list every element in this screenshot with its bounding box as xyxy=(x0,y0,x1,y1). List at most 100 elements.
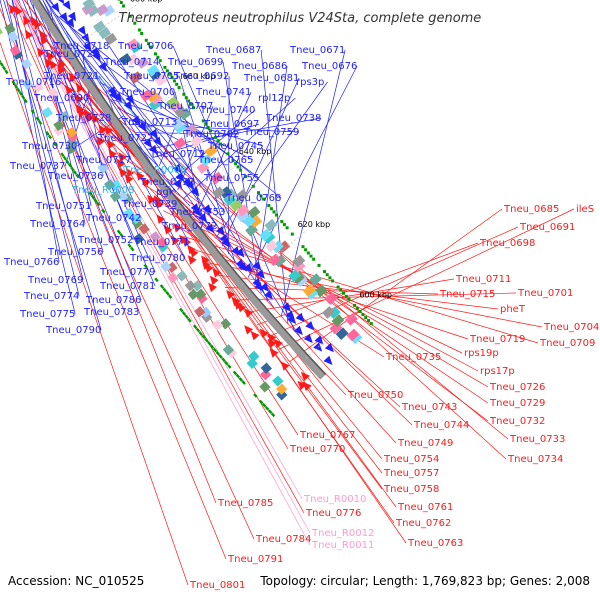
cog-dot-inner xyxy=(172,79,176,83)
reverse-leader-line xyxy=(76,90,397,444)
cog-block-outer xyxy=(21,58,33,70)
forward-gene-arrow xyxy=(314,335,324,345)
cog-dot-inner xyxy=(275,213,279,217)
reverse-leader-line xyxy=(256,242,479,326)
reverse-gene-arrow xyxy=(9,4,18,14)
cog-dot-inner xyxy=(154,52,157,56)
forward-gene-label: Tneu_0716 xyxy=(5,77,61,88)
cog-dot-inner xyxy=(201,119,205,123)
cog-block-inner xyxy=(273,254,287,268)
cog-dot-outer xyxy=(207,341,212,346)
forward-gene-label: Tneu_0742 xyxy=(85,213,141,224)
cog-dot-outer xyxy=(224,360,229,366)
reverse-gene-label: Tneu_0776 xyxy=(305,508,361,519)
forward-gene-arrow xyxy=(192,207,202,217)
forward-gene-arrow xyxy=(252,277,262,288)
cog-dot-inner xyxy=(323,270,326,274)
cog-dot-outer xyxy=(258,399,264,405)
cog-dot-outer xyxy=(201,334,206,340)
cog-block-inner xyxy=(268,253,282,267)
cog-dot-outer xyxy=(119,232,124,238)
cog-dot-inner xyxy=(144,38,148,42)
forward-gene-arrow xyxy=(92,51,101,61)
cog-block-outer xyxy=(0,25,4,37)
cog-block-inner xyxy=(259,228,272,242)
reverse-gene-label: rps19p xyxy=(464,348,499,359)
cog-dot-outer xyxy=(264,406,270,411)
reverse-leader-line xyxy=(289,208,503,362)
forward-leader-line xyxy=(129,124,300,133)
forward-gene-arrow xyxy=(323,355,333,366)
cog-dot-outer xyxy=(0,58,2,64)
reverse-gene-arrow xyxy=(209,275,219,286)
reverse-gene-arrow xyxy=(267,338,277,349)
forward-gene-label: Tneu_0790 xyxy=(45,325,101,336)
cog-block-inner xyxy=(314,284,328,298)
forward-gene-label: Tneu_0745 xyxy=(207,141,263,152)
forward-gene-arrow xyxy=(324,342,334,353)
reverse-leader-line xyxy=(13,0,217,504)
forward-gene-label: Tneu_0713 xyxy=(121,117,177,128)
forward-gene-arrow xyxy=(293,325,303,336)
reverse-gene-arrow xyxy=(244,325,254,335)
reverse-gene-label: Tneu_0704 xyxy=(543,322,599,333)
cog-dot-outer xyxy=(60,152,65,158)
cog-block-inner xyxy=(219,186,233,199)
forward-gene-label: Tneu_0759 xyxy=(243,127,299,138)
cog-block-inner xyxy=(146,64,160,77)
forward-gene-label: rps3p xyxy=(296,77,324,88)
reverse-gene-arrow xyxy=(259,328,269,338)
forward-gene-arrow xyxy=(182,177,192,187)
reverse-gene-label: rps17p xyxy=(480,366,515,377)
cog-block-outer xyxy=(222,344,235,356)
reverse-gene-arrow xyxy=(30,16,39,26)
cog-dot-outer xyxy=(45,130,50,136)
forward-gene-arrow xyxy=(205,223,215,234)
cog-dot-outer xyxy=(192,324,198,330)
kbp-tick-label: 620 kbp xyxy=(298,220,331,229)
cog-block-inner xyxy=(190,135,204,148)
cog-dot-inner xyxy=(216,139,220,143)
cog-dot-outer xyxy=(195,327,201,333)
forward-gene-label: Tneu_0686 xyxy=(231,61,287,72)
cog-block-inner xyxy=(346,328,360,342)
cog-block-outer xyxy=(149,231,161,243)
cog-dot-outer xyxy=(72,170,78,175)
forward-gene-label: Tneu_0768 xyxy=(225,193,281,204)
forward-leader-line xyxy=(18,0,140,313)
forward-gene-arrow xyxy=(303,333,313,344)
forward-leader-line xyxy=(141,137,154,142)
cog-block-outer xyxy=(184,280,196,292)
forward-gene-arrow xyxy=(231,246,241,256)
forward-gene-arrow xyxy=(282,302,292,312)
cog-dot-outer xyxy=(2,65,7,71)
cog-dot-inner xyxy=(369,322,373,326)
forward-gene-arrow xyxy=(173,179,183,189)
cog-dot-outer xyxy=(212,347,218,353)
cog-block-inner xyxy=(270,240,284,253)
reverse-gene-arrow xyxy=(153,195,163,205)
map-title: Thermoproteus neutrophilus V24Sta, compl… xyxy=(119,11,482,26)
cog-dot-inner xyxy=(122,4,125,8)
forward-gene-arrow xyxy=(243,263,253,273)
cog-dot-outer xyxy=(93,198,98,203)
reverse-gene-label: Tneu_0685 xyxy=(503,204,559,215)
forward-gene-label: Tneu_0718 xyxy=(53,41,109,52)
cog-dot-inner xyxy=(137,28,141,32)
cog-dot-inner xyxy=(317,263,321,267)
reverse-gene-label: Tneu_R0012 xyxy=(311,528,374,539)
forward-gene-label: Tneu_0702 xyxy=(183,129,239,140)
forward-gene-label: Tneu_0783 xyxy=(83,307,139,318)
cog-dot-inner xyxy=(149,45,153,49)
cog-block-inner xyxy=(166,96,179,109)
cog-dot-outer xyxy=(198,331,204,336)
cog-block-inner xyxy=(98,27,112,40)
cog-dot-inner xyxy=(251,184,255,188)
reverse-gene-arrow xyxy=(118,152,127,162)
forward-gene-label: Tneu_0751 xyxy=(35,201,91,212)
cog-block-outer xyxy=(58,110,70,123)
cog-dot-outer xyxy=(181,311,187,316)
forward-gene-label: Tneu_0753 xyxy=(169,207,225,218)
reverse-gene-arrow xyxy=(179,234,188,245)
cog-block-outer xyxy=(276,383,288,395)
